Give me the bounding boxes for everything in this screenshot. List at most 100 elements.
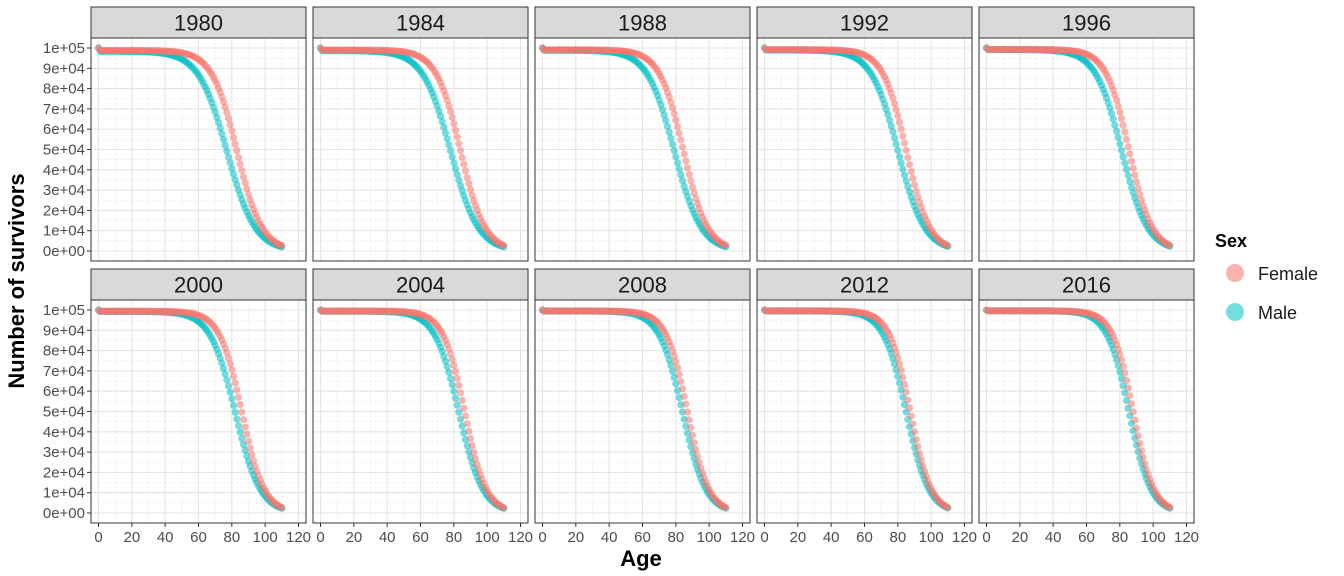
x-tick-label: 0 (982, 529, 990, 546)
data-point (236, 400, 244, 409)
data-point (897, 125, 905, 133)
facet-strip (756, 6, 973, 39)
x-tick-label: 0 (760, 529, 768, 546)
data-point (231, 140, 239, 148)
data-point (246, 444, 254, 452)
x-tick-label: 100 (697, 529, 722, 546)
facet-panel-1992: 1992 (756, 6, 973, 262)
facet-panel-2012: 2012 0 20 40 60 80 100 120 (756, 268, 977, 546)
facet-strip-label: 1996 (1062, 11, 1111, 36)
series-2012-female (760, 306, 952, 512)
legend-key (1226, 303, 1244, 321)
data-point (687, 424, 695, 432)
x-tick-label: 20 (567, 529, 584, 546)
y-tick-label: 5e+04 (43, 404, 85, 421)
x-tick-label: 60 (856, 529, 873, 546)
x-tick-label: 120 (1174, 529, 1199, 546)
data-point (441, 357, 450, 365)
data-point (228, 164, 236, 173)
facet-strip-label: 2012 (840, 273, 889, 298)
data-point (238, 434, 246, 443)
data-point (1119, 153, 1127, 161)
data-point (448, 113, 456, 121)
data-point (1136, 190, 1144, 199)
facet-strip-label: 1988 (618, 11, 667, 36)
data-point (471, 455, 480, 463)
data-point (229, 133, 238, 142)
data-point (223, 109, 231, 117)
facet-panel-2016: 2016 0 20 40 60 80 100 120 (978, 268, 1199, 546)
data-point (889, 128, 897, 136)
data-point (912, 435, 920, 443)
y-tick-label: 4e+04 (43, 162, 85, 179)
data-point (1127, 157, 1136, 165)
facet-strip-label: 1980 (174, 11, 223, 36)
data-point (455, 176, 463, 184)
data-point (1116, 350, 1124, 359)
data-point (461, 412, 470, 420)
data-point (228, 395, 236, 403)
data-point (450, 159, 458, 167)
data-point (470, 448, 478, 456)
data-point (683, 408, 692, 416)
facet-strip (90, 268, 307, 301)
data-point (446, 350, 455, 358)
data-point (884, 110, 892, 119)
facet-panel-2000: 2000 0e+00 1e+04 2e+04 3e+04 4e+04 5e+04 6e+04 7… (43, 268, 311, 546)
data-point (1129, 164, 1137, 172)
data-point (1122, 165, 1131, 174)
data-point (899, 165, 907, 173)
x-tick-label: 80 (667, 529, 684, 546)
data-point (234, 421, 243, 430)
series-2004-female (316, 306, 508, 512)
data-point (244, 437, 253, 445)
data-point (914, 442, 922, 451)
data-point (453, 170, 461, 179)
data-point (688, 431, 697, 439)
facet-strip-label: 1984 (396, 11, 445, 36)
data-point (1122, 135, 1131, 143)
data-point (944, 241, 952, 250)
x-tick-label: 80 (889, 529, 906, 546)
data-point (1116, 108, 1124, 116)
data-point (226, 360, 234, 368)
data-point (895, 153, 904, 161)
x-tick-label: 120 (952, 529, 977, 546)
data-point (466, 434, 475, 443)
x-tick-label: 40 (157, 529, 174, 546)
data-point (678, 143, 687, 151)
data-point (675, 370, 683, 379)
data-point (463, 173, 471, 181)
data-point (214, 118, 223, 127)
facet-panel-1984: 1984 (312, 6, 529, 262)
data-point (904, 396, 912, 404)
data-point (458, 153, 466, 161)
data-point (678, 385, 687, 393)
data-point (909, 174, 917, 182)
series-1984-female (316, 44, 508, 250)
series-1996-female (982, 44, 1174, 249)
data-point (1124, 142, 1132, 151)
data-point (907, 167, 915, 176)
data-point (451, 165, 460, 173)
data-point (1166, 241, 1174, 249)
data-point (443, 362, 451, 371)
data-point (448, 355, 456, 364)
data-point (1124, 171, 1132, 180)
x-tick-label: 120 (508, 529, 533, 546)
data-point (455, 408, 463, 416)
y-tick-label: 8e+04 (43, 81, 85, 98)
y-tick-label: 6e+04 (43, 121, 85, 138)
data-point (662, 116, 670, 125)
data-point (243, 185, 251, 193)
data-point (1106, 104, 1114, 112)
data-point (695, 458, 703, 466)
data-point (894, 354, 902, 362)
data-point (1119, 121, 1127, 129)
data-point (229, 401, 238, 410)
y-tick-label: 0e+00 (43, 243, 85, 260)
data-point (890, 134, 899, 142)
data-point (1114, 102, 1122, 110)
y-tick-label: 1e+05 (43, 40, 85, 57)
data-point (228, 366, 236, 374)
